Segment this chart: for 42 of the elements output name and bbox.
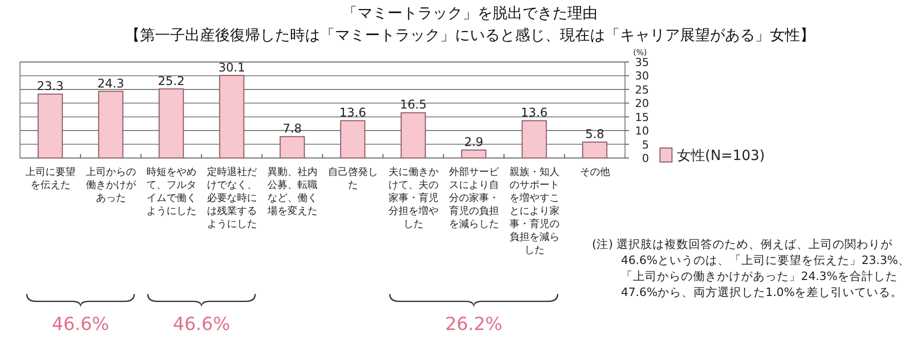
data-label: 13.6: [520, 106, 548, 120]
data-label: 24.3: [97, 76, 124, 90]
data-label: 5.8: [585, 127, 604, 142]
bar: [522, 120, 547, 158]
bar: [400, 112, 426, 158]
bar: [158, 88, 184, 158]
bar: [219, 74, 244, 158]
x-tick-label: 親族・知人のサポートを増やすことにより家事・育児の負担を減らした: [508, 166, 560, 257]
y-tick-label: 25: [635, 83, 649, 96]
y-tick-label: 30: [635, 70, 649, 83]
chart-title: 「マミートラック」を脱出できた理由: [342, 4, 598, 22]
x-tick-label: 夫に働きかけて、夫の家事・育児分担を増やした: [387, 166, 440, 231]
y-tick-label: 0: [642, 152, 649, 165]
text: (注) 選択肢は複数回答のため、例えば、上司の関わりが46.6%というのは、「上司に要望を伝えた」23.3%、「上司からの働きかけがあった」24.3%を合計した47.6%から、両方選択した1.0%を差し引いている。: [592, 237, 904, 299]
bar: [461, 150, 486, 158]
bar: [340, 120, 366, 158]
bar: [38, 94, 63, 158]
text: 46.6%: [52, 314, 110, 335]
x-tick-label: 自己啓発した: [326, 166, 379, 192]
legend-label: 女性(N=103): [677, 148, 765, 164]
x-tick-label: その他: [578, 166, 611, 179]
bar: [98, 90, 124, 158]
text: 26.2%: [445, 314, 502, 335]
text: 46.6%: [172, 314, 230, 335]
x-tick-label: 上司からの働きかけがあった: [84, 166, 137, 205]
y-tick-label: 15: [635, 110, 649, 124]
x-tick-label: 上司に要望を伝えた: [24, 166, 76, 192]
y-tick-label: 35: [635, 56, 649, 69]
y-tick-label: 5: [642, 138, 649, 152]
x-tick-label: 外部サービスにより自分の家事・育児の負担を減らした: [448, 166, 500, 231]
data-label: 30.1: [218, 60, 246, 74]
chart-subtitle: 【第一子出産後復帰した時は「マミートラック」にいると感じ、現在は「キャリア展望がある」女性】: [125, 26, 815, 44]
bar: [280, 136, 305, 158]
data-label: 25.2: [158, 74, 185, 88]
x-tick-label: 異動、社内公募、転職など、働く場を変えた: [266, 166, 318, 218]
x-tick-label: 定時退社だけでなく、必要な時には残業するようにした: [206, 166, 258, 231]
bar: [582, 142, 608, 158]
y-axis-title: (%): [633, 48, 647, 57]
y-tick-label: 20: [635, 97, 649, 110]
y-tick-label: 10: [635, 124, 649, 138]
data-label: 13.6: [339, 106, 366, 120]
x-tick-label: 時短をやめて、フルタイムで働くようにした: [145, 166, 198, 218]
